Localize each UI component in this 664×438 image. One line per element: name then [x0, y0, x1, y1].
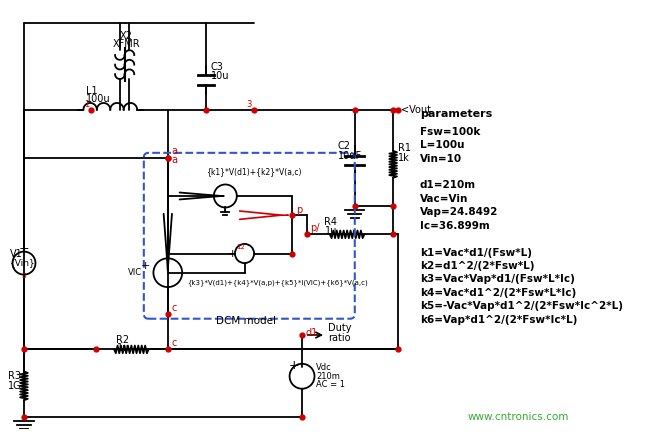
Text: a: a [171, 155, 178, 165]
Text: 210m: 210m [317, 372, 340, 381]
Text: +: + [289, 359, 299, 372]
Text: R4: R4 [324, 217, 337, 227]
Text: Duty: Duty [328, 323, 351, 333]
Text: +: + [141, 261, 151, 271]
Text: X2: X2 [120, 31, 133, 41]
Text: Vin=10: Vin=10 [420, 154, 462, 163]
Text: c: c [171, 338, 177, 348]
Text: 3: 3 [246, 100, 251, 110]
Text: Vap=24.8492: Vap=24.8492 [420, 207, 499, 217]
Text: 1G: 1G [8, 381, 21, 391]
Text: 1u: 1u [325, 226, 337, 236]
Text: <Vout: <Vout [401, 105, 431, 115]
Text: Fsw=100k: Fsw=100k [420, 127, 480, 137]
Text: a: a [171, 146, 178, 156]
Text: Ic=36.899m: Ic=36.899m [420, 221, 490, 231]
Text: V1: V1 [9, 248, 23, 258]
Text: 100u: 100u [86, 94, 111, 104]
Text: d1: d1 [306, 328, 318, 338]
Text: Vac=Vin: Vac=Vin [420, 194, 468, 204]
Text: d1=210m: d1=210m [420, 180, 476, 191]
Text: C3: C3 [211, 62, 224, 71]
Text: 1: 1 [84, 100, 89, 110]
Text: p: p [296, 205, 303, 215]
Text: k6=Vap*d1^2/(2*Fsw*Ic*L): k6=Vap*d1^2/(2*Fsw*Ic*L) [420, 314, 578, 325]
Text: p/: p/ [309, 223, 319, 233]
Text: k5=-Vac*Vap*d1^2/(2*Fsw*Ic^2*L): k5=-Vac*Vap*d1^2/(2*Fsw*Ic^2*L) [420, 301, 623, 311]
Text: C2: C2 [337, 141, 351, 151]
Text: R2: R2 [116, 335, 129, 345]
Text: k3=Vac*Vap*d1/(Fsw*L*Ic): k3=Vac*Vap*d1/(Fsw*L*Ic) [420, 275, 575, 284]
Text: 1u: 1u [117, 343, 129, 353]
Text: R1: R1 [398, 143, 411, 153]
Text: s: s [22, 271, 27, 280]
Text: +: + [227, 248, 237, 258]
Text: L=100u: L=100u [420, 140, 465, 150]
Text: R3: R3 [8, 371, 21, 381]
Text: {Vin}: {Vin} [9, 258, 35, 268]
Text: {k3}*V(d1)+{k4}*V(a,p)+{k5}*I(VIC)+{k6}*V(a,c): {k3}*V(d1)+{k4}*V(a,p)+{k5}*I(VIC)+{k6}*… [187, 279, 368, 286]
Text: AC = 1: AC = 1 [317, 380, 345, 389]
Text: {k1}*V(d1)+{k2}*V(a,c): {k1}*V(d1)+{k2}*V(a,c) [206, 167, 301, 177]
Text: ratio: ratio [328, 333, 351, 343]
Text: k4=Vac*d1^2/(2*Fsw*L*Ic): k4=Vac*d1^2/(2*Fsw*L*Ic) [420, 288, 576, 298]
Text: DCM model: DCM model [216, 316, 276, 325]
Text: www.cntronics.com: www.cntronics.com [467, 413, 568, 423]
Text: 10uF: 10uF [337, 151, 362, 161]
Text: VIC: VIC [127, 268, 142, 277]
Text: k2=d1^2/(2*Fsw*L): k2=d1^2/(2*Fsw*L) [420, 261, 535, 271]
Text: XFMR: XFMR [113, 39, 140, 49]
Text: Vdc: Vdc [317, 363, 332, 372]
Text: 10u: 10u [211, 71, 230, 81]
Text: k1=Vac*d1/(Fsw*L): k1=Vac*d1/(Fsw*L) [420, 247, 532, 258]
Text: c: c [171, 303, 177, 313]
Text: 1k: 1k [398, 152, 410, 162]
Text: L1: L1 [86, 85, 98, 95]
Text: 12: 12 [236, 244, 245, 250]
Text: parameters: parameters [420, 110, 492, 120]
Text: +: + [19, 242, 29, 255]
